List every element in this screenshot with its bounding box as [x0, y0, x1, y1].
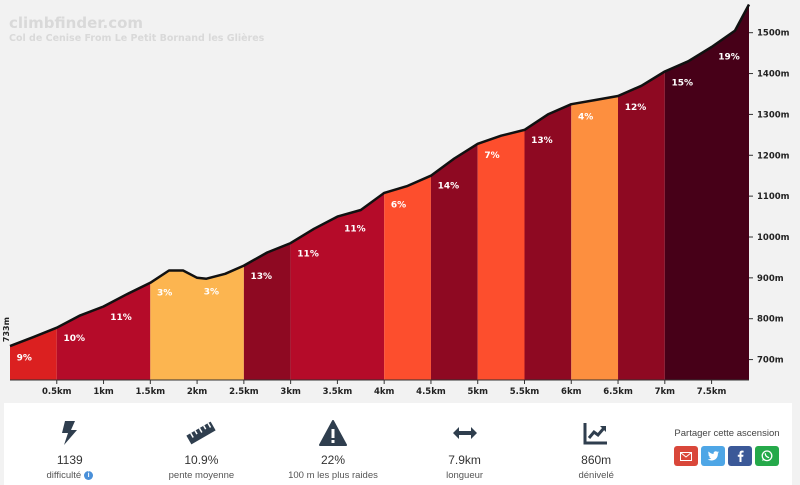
x-tick-label-7: 3.5km [323, 387, 353, 397]
y-tick-label-6: 1200m [757, 151, 790, 161]
x-tick-label-1: 0.5km [42, 387, 72, 397]
grade-segment-6 [384, 175, 431, 380]
x-tick-label-15: 7.5km [697, 387, 727, 397]
x-tick-label-3: 1.5km [136, 387, 166, 397]
grade-segment-3 [150, 265, 244, 380]
length-label: longueur [446, 470, 484, 481]
x-tick-label-10: 5km [468, 387, 489, 397]
slope-label-13: 4% [578, 112, 593, 122]
steepest-value: 22% [320, 453, 345, 467]
stat-length: 7.9km longueur [399, 403, 531, 481]
slope-label-14: 12% [625, 103, 647, 113]
y-tick-label-1: 700m [757, 356, 784, 366]
share-title: Partager cette ascension [674, 428, 780, 439]
y-tick-label-4: 1000m [757, 233, 790, 243]
slope-label-11: 7% [484, 151, 499, 161]
share-facebook-button[interactable] [728, 446, 753, 466]
x-tick-label-12: 6km [561, 387, 582, 397]
stat-difficulty: 1139 difficulté i [4, 403, 136, 481]
length-value: 7.9km [448, 453, 481, 467]
altitude-end-labels: 733m1569m [2, 0, 754, 342]
facebook-icon [737, 450, 744, 462]
grade-segments [10, 4, 749, 380]
info-icon[interactable]: i [84, 471, 94, 480]
slope-label-3: 11% [110, 313, 132, 323]
grade-segment-8 [477, 129, 525, 380]
y-tick-label-3: 900m [757, 274, 784, 284]
warning-icon [318, 419, 347, 447]
grade-segment-11 [618, 71, 665, 380]
x-tick-label-4: 2km [187, 387, 208, 397]
start-altitude-label: 733m [2, 317, 11, 342]
share-whatsapp-button[interactable] [755, 446, 780, 466]
slope-label-15: 15% [671, 78, 693, 88]
slope-label-4: 3% [157, 289, 172, 299]
slope-label-5: 3% [204, 287, 219, 297]
x-tick-label-2: 1km [93, 387, 114, 397]
brand-subtitle: Col de Cenise From Le Petit Bornand les … [9, 33, 265, 44]
slope-label-2: 10% [63, 334, 85, 344]
x-tick-label-5: 2.5km [229, 387, 259, 397]
lightning-icon [61, 419, 79, 447]
share-email-button[interactable] [674, 446, 699, 466]
profile-line [9, 3, 751, 348]
x-tick-label-14: 7km [655, 387, 676, 397]
y-tick-label-8: 1400m [757, 70, 790, 80]
slope-label-10: 14% [438, 181, 460, 191]
ruler-icon [185, 419, 217, 447]
grade-segment-5 [290, 192, 385, 380]
slope-labels: 9% 10% 11% 3% 3% 13% 11% 11% 6% 14% 7% 13% 4% 12% 15% 1… [17, 53, 740, 364]
difficulty-label: difficulté [46, 470, 82, 481]
slope-label-6: 13% [251, 272, 273, 282]
elevation-value: 860m [581, 453, 612, 467]
x-tick-label-8: 4km [374, 387, 395, 397]
elevation-label: dénivelé [578, 470, 614, 481]
slope-label-16: 19% [718, 53, 740, 63]
x-tick-label-6: 3km [280, 387, 301, 397]
slope-label-8: 11% [344, 224, 366, 234]
elevation-profile-chart: climbfinder.com Col de Cenise From Le Pe… [2, 0, 790, 397]
grade-segment-2 [56, 282, 151, 380]
y-tick-label-2: 800m [757, 315, 784, 325]
x-tick-label-9: 4.5km [416, 387, 446, 397]
slope-label-7: 11% [297, 249, 319, 259]
grade-segment-9 [524, 104, 572, 380]
x-tick-label-13: 6.5km [603, 387, 633, 397]
grade-segment-4 [243, 243, 291, 380]
stat-avg-grade: 10.9% pente moyenne [136, 403, 268, 481]
brand-site: climbfinder.com [9, 14, 143, 32]
x-axis: 0.5km 1km 1.5km 2km 2.5km 3km 3.5km 4km 4.5km 5km… [10, 379, 749, 397]
share-twitter-button[interactable] [701, 446, 726, 466]
envelope-icon [680, 451, 693, 461]
share-section: Partager cette ascension [662, 403, 792, 466]
stats-bar: 1139 difficulté i 10.9% pente moyenne 22%… [4, 403, 792, 485]
grade-segment-7 [430, 143, 478, 380]
arrows-horizontal-icon [452, 419, 478, 447]
profile-outline [9, 3, 751, 348]
trend-chart-icon [583, 419, 609, 447]
grade-segment-10 [571, 96, 619, 380]
twitter-bird-icon [708, 451, 720, 461]
y-tick-label-9: 1500m [757, 29, 790, 39]
slope-label-9: 6% [391, 200, 406, 210]
grade-segment-1 [10, 327, 57, 380]
slope-label-12: 13% [531, 136, 553, 146]
y-tick-label-7: 1300m [757, 110, 790, 120]
stat-elevation: 860m dénivelé [530, 403, 662, 481]
whatsapp-icon [762, 450, 773, 462]
x-tick-label-11: 5.5km [510, 387, 540, 397]
y-axis: 700m 800m 900m 1000m 1100m 1200m 1300m 1400m 150… [749, 29, 790, 366]
slope-label-1: 9% [17, 353, 32, 363]
avg-grade-value: 10.9% [184, 453, 219, 467]
difficulty-value: 1139 [56, 453, 83, 467]
avg-grade-label: pente moyenne [168, 470, 235, 481]
stat-steepest: 22% 100 m les plus raides [267, 403, 399, 481]
steepest-label: 100 m les plus raides [288, 470, 378, 481]
y-tick-label-5: 1100m [757, 192, 790, 202]
grade-segment-12 [664, 4, 749, 380]
